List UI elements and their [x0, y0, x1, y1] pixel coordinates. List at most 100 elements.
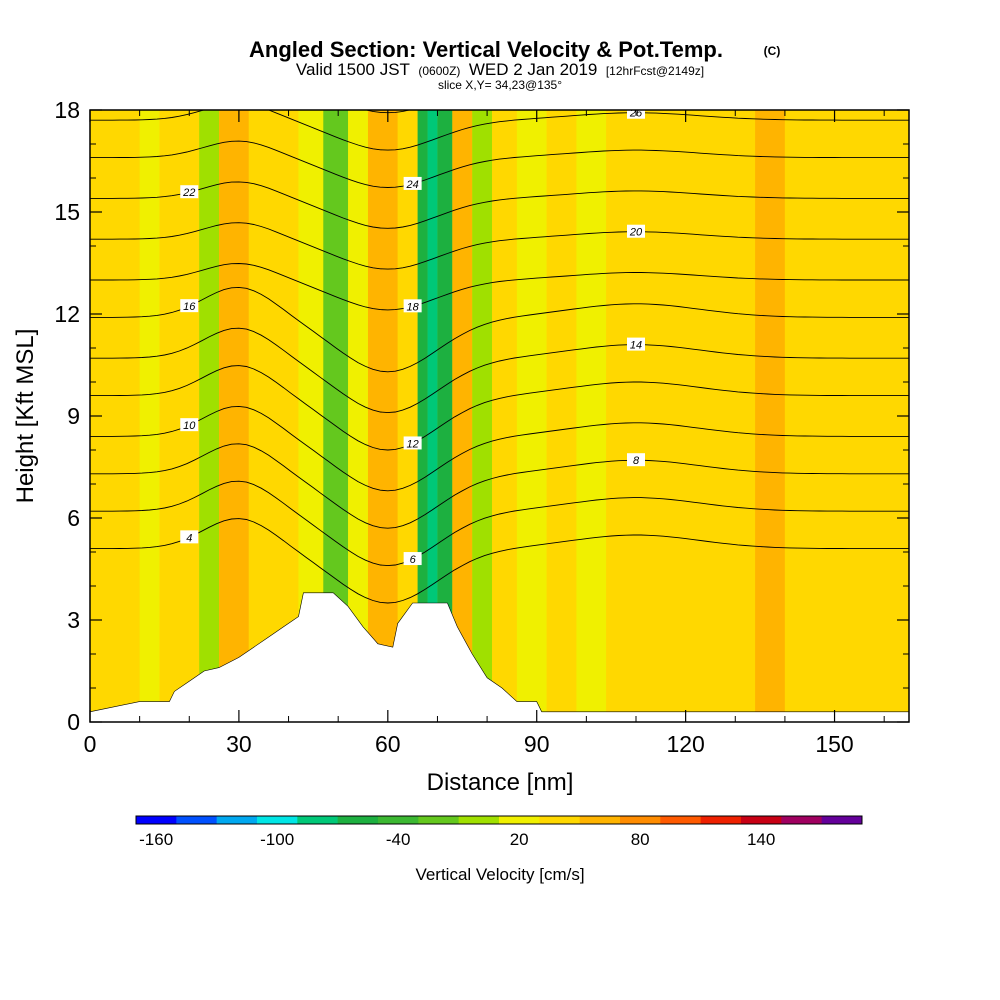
- velocity-band-10: [397, 110, 418, 722]
- velocity-band-1: [139, 110, 160, 722]
- y-tick-label: 6: [67, 505, 80, 531]
- theta-label-8: 8: [633, 455, 640, 467]
- x-tick-label: 120: [666, 731, 704, 757]
- x-tick-label: 150: [815, 731, 853, 757]
- theta-contour-14: [90, 327, 909, 414]
- theta-label-20: 20: [629, 227, 643, 239]
- valid-date: WED 2 Jan 2019: [469, 60, 598, 79]
- velocity-band-17: [516, 110, 547, 722]
- theta-label-bg-18: [403, 299, 422, 313]
- colorbar-swatch: [741, 816, 782, 824]
- terrain: [89, 592, 910, 723]
- theta-label-10: 10: [183, 420, 196, 432]
- chart-title: Angled Section: Vertical Velocity & Pot.…: [249, 37, 723, 62]
- y-tick-label: 18: [54, 97, 80, 123]
- y-axis: 0 3 6 9 12 15 18: [54, 97, 909, 735]
- colorbar-tick-label: -100: [260, 830, 294, 849]
- theta-label-18: 18: [407, 301, 420, 313]
- theta-label-22: 22: [182, 187, 195, 199]
- colorbar-frame: [135, 815, 863, 825]
- colorbar-swatch: [458, 816, 500, 824]
- theta-label-4: 4: [186, 532, 192, 544]
- theta-contour-6: [90, 480, 909, 567]
- colorbar: -160 -100 -40 20 80 140: [135, 815, 863, 849]
- colorbar-swatch: [176, 816, 218, 824]
- theta-label-bg-22: [180, 185, 199, 199]
- colorbar-swatch: [418, 816, 460, 824]
- chart-subtitle: Valid 1500 JST (0600Z) WED 2 Jan 2019 [1…: [296, 60, 704, 79]
- velocity-band-16: [492, 110, 517, 722]
- colorbar-swatch: [700, 816, 742, 824]
- valid-zulu: (0600Z): [418, 64, 460, 78]
- theta-contour-20: [90, 222, 909, 270]
- x-tick-label: 90: [524, 731, 550, 757]
- velocity-band-23: [784, 110, 909, 722]
- velocity-band-9: [367, 110, 398, 722]
- colorbar-swatch: [257, 816, 298, 824]
- y-tick-label: 0: [67, 709, 80, 735]
- x-tick-label: 30: [226, 731, 252, 757]
- colorbar-swatch: [579, 816, 621, 824]
- theta-contour-8: [90, 443, 909, 529]
- theta-label-bg-16: [180, 299, 199, 313]
- velocity-band-4: [219, 110, 249, 722]
- colorbar-tick-label: 140: [747, 830, 775, 849]
- x-tick-label: 0: [84, 731, 97, 757]
- colorbar-label: Vertical Velocity [cm/s]: [415, 865, 584, 884]
- velocity-band-5: [248, 110, 299, 722]
- velocity-band-19: [576, 110, 607, 722]
- theta-label-bg-6: [403, 552, 422, 566]
- theta-label-bg-24: [403, 176, 422, 190]
- colorbar-tick-label: -160: [139, 830, 173, 849]
- slice-info: slice X,Y= 34,23@135°: [438, 78, 562, 92]
- y-tick-label: 15: [54, 199, 80, 225]
- theta-label-bg-12: [403, 436, 422, 450]
- theta-label-16: 16: [183, 301, 196, 313]
- velocity-band-12: [427, 110, 438, 722]
- theta-contour-4: [90, 518, 909, 604]
- theta-contour-16: [90, 286, 909, 373]
- velocity-band-15: [472, 110, 493, 722]
- theta-contour-18: [90, 263, 909, 311]
- theta-label-bg-20: [627, 224, 645, 238]
- velocity-band-22: [755, 110, 785, 722]
- x-axis-label: Distance [nm]: [427, 769, 574, 796]
- colorbar-tick-label: 80: [631, 830, 650, 849]
- velocity-band-2: [159, 110, 200, 722]
- velocity-fill: [90, 110, 909, 722]
- theta-contour-10: [90, 405, 909, 492]
- colorbar-swatch: [216, 816, 258, 824]
- theta-label-bg-10: [180, 418, 199, 432]
- colorbar-swatch: [297, 816, 339, 824]
- theta-label-bg-8: [627, 453, 645, 467]
- colorbar-swatch: [136, 816, 177, 824]
- x-tick-label: 60: [375, 731, 401, 757]
- x-axis: 0 30 60 90 120 150: [84, 110, 885, 757]
- colorbar-tick-label: -40: [386, 830, 411, 849]
- colorbar-swatch: [620, 816, 661, 824]
- velocity-band-8: [348, 110, 368, 722]
- velocity-band-21: [725, 110, 756, 722]
- velocity-band-3: [199, 110, 220, 722]
- valid-time: Valid 1500 JST: [296, 60, 410, 79]
- colorbar-swatch: [660, 816, 702, 824]
- y-tick-label: 12: [54, 301, 80, 327]
- velocity-band-11: [417, 110, 428, 722]
- theta-label-28: 28: [182, 72, 196, 84]
- y-axis-label: Height [Kft MSL]: [12, 329, 39, 504]
- colorbar-swatch: [821, 816, 863, 824]
- theta-contour-24: [90, 140, 909, 188]
- theta-contour-12: [90, 365, 909, 451]
- theta-contour-26: [90, 110, 909, 151]
- theta-label-6: 6: [410, 554, 417, 566]
- velocity-band-13: [437, 110, 453, 722]
- theta-label-24: 24: [406, 179, 419, 191]
- copyright-mark: (C): [764, 44, 781, 58]
- theta-label-bg-14: [627, 337, 645, 351]
- y-tick-label: 9: [67, 403, 80, 429]
- theta-label-12: 12: [407, 438, 419, 450]
- velocity-band-20: [606, 110, 726, 722]
- colorbar-swatch: [378, 816, 419, 824]
